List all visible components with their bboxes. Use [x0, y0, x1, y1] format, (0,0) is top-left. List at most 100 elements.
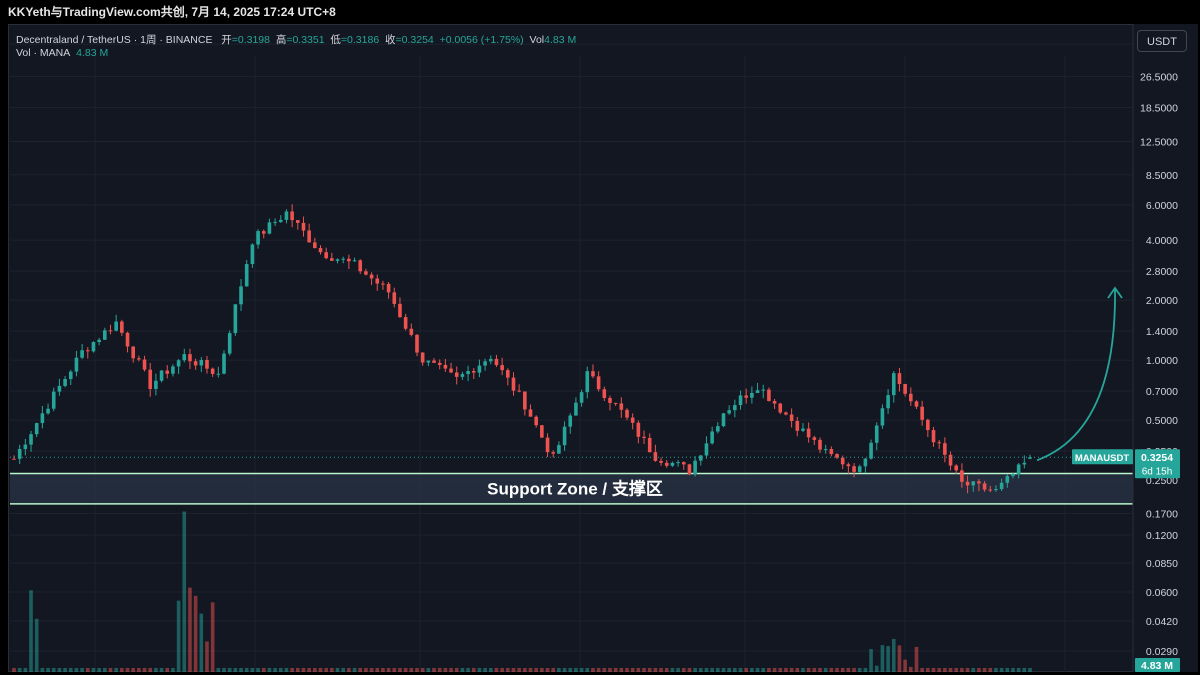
volume-bar: [426, 668, 431, 672]
volume-bar: [341, 668, 346, 672]
candle-body: [364, 271, 368, 275]
volume-axis-tick-label: 0.0420: [1146, 616, 1178, 628]
volume-bar: [68, 668, 73, 672]
volume-bar: [159, 668, 164, 672]
candle-body: [574, 402, 578, 416]
volume-bar: [347, 668, 351, 672]
volume-bar: [852, 668, 856, 672]
candle-body: [562, 426, 567, 446]
volume-bar: [670, 668, 675, 672]
volume-bar: [642, 668, 646, 672]
candle-body: [897, 373, 902, 384]
grid-lines: [10, 43, 1133, 672]
candle-body: [659, 460, 663, 463]
candle-body: [137, 358, 141, 360]
candle-body: [335, 259, 340, 261]
candle-body: [931, 430, 936, 443]
candle-body: [131, 346, 135, 359]
volume-bar: [608, 668, 612, 672]
volume-bar: [647, 668, 652, 672]
volume-bar: [772, 668, 777, 672]
candle-body: [506, 370, 510, 378]
candle-body: [886, 395, 890, 409]
legend-symbol: Decentraland / TetherUS · 1周 · BINANCE: [16, 34, 213, 46]
chart-pane[interactable]: [8, 24, 1198, 672]
volume-bar: [767, 668, 771, 672]
candle-body: [97, 339, 101, 342]
volume-bar: [960, 668, 964, 672]
candle-body: [188, 354, 192, 362]
candle-body: [557, 445, 561, 454]
volume-bar: [273, 668, 277, 672]
volume-bar: [619, 668, 624, 672]
candle-body: [664, 462, 669, 466]
candle-body: [591, 371, 595, 377]
volume-bar: [761, 668, 766, 672]
candle-body: [954, 465, 959, 471]
volume-bar: [244, 668, 249, 672]
volume-bar: [432, 668, 436, 672]
volume-bar: [216, 668, 221, 672]
candle-body: [568, 415, 573, 427]
candle-body: [511, 377, 516, 391]
candle-body: [29, 434, 33, 445]
candle-body: [545, 437, 550, 453]
candle-body: [284, 211, 289, 220]
volume-bar: [744, 668, 749, 672]
candle-body: [74, 357, 79, 372]
volume-bar: [352, 668, 357, 672]
candle-body: [863, 458, 868, 467]
candle-body: [398, 303, 402, 318]
volume-bar: [199, 613, 204, 672]
candle-body: [449, 368, 453, 373]
currency-button[interactable]: USDT: [1137, 30, 1187, 52]
candle-body: [426, 360, 431, 363]
candle-body: [460, 374, 465, 377]
volume-bar: [239, 668, 243, 672]
volume-bar: [596, 668, 601, 672]
candle-body: [812, 437, 817, 440]
candle-body: [761, 389, 766, 391]
volume-legend: Vol · MANA 4.83 M: [16, 47, 108, 59]
volume-bar: [903, 659, 907, 672]
candle-body: [960, 470, 964, 482]
volume-bar: [437, 668, 442, 672]
volume-bar: [818, 668, 822, 672]
candle-body: [528, 409, 533, 417]
candle-body: [778, 403, 783, 413]
candle-body: [313, 242, 317, 249]
volume-bar: [613, 668, 618, 672]
candle-body: [120, 321, 124, 333]
candle-body: [250, 244, 255, 265]
volume-bar: [103, 668, 107, 672]
volume-bar: [528, 668, 533, 672]
volume-bar: [34, 618, 39, 672]
price-axis-tick-label: 26.5000: [1140, 71, 1178, 83]
legend-high: =0.3351: [286, 34, 325, 46]
candle-body: [988, 489, 993, 491]
volume-bar: [557, 668, 561, 672]
legend-close-label: 收: [385, 34, 396, 46]
volume-bar: [602, 668, 607, 672]
volume-bar: [698, 668, 703, 672]
volume-bar: [738, 668, 743, 672]
candle-body: [630, 417, 635, 423]
candle-body: [920, 406, 924, 420]
candle-body: [239, 286, 243, 305]
volume-bar: [137, 668, 141, 672]
candle-body: [829, 449, 834, 455]
candle-body: [318, 248, 323, 253]
volume-bar: [1005, 668, 1010, 672]
volume-bar: [795, 668, 800, 672]
volume-bar: [500, 668, 504, 672]
volume-bar: [994, 668, 998, 672]
candle-body: [409, 328, 414, 335]
volume-bar: [1028, 668, 1032, 672]
candle-body: [698, 455, 703, 461]
volume-bar: [681, 668, 686, 672]
volume-bar: [284, 668, 289, 672]
volume-bar: [585, 668, 590, 672]
candle-body: [381, 283, 385, 285]
candle-body: [267, 222, 272, 234]
